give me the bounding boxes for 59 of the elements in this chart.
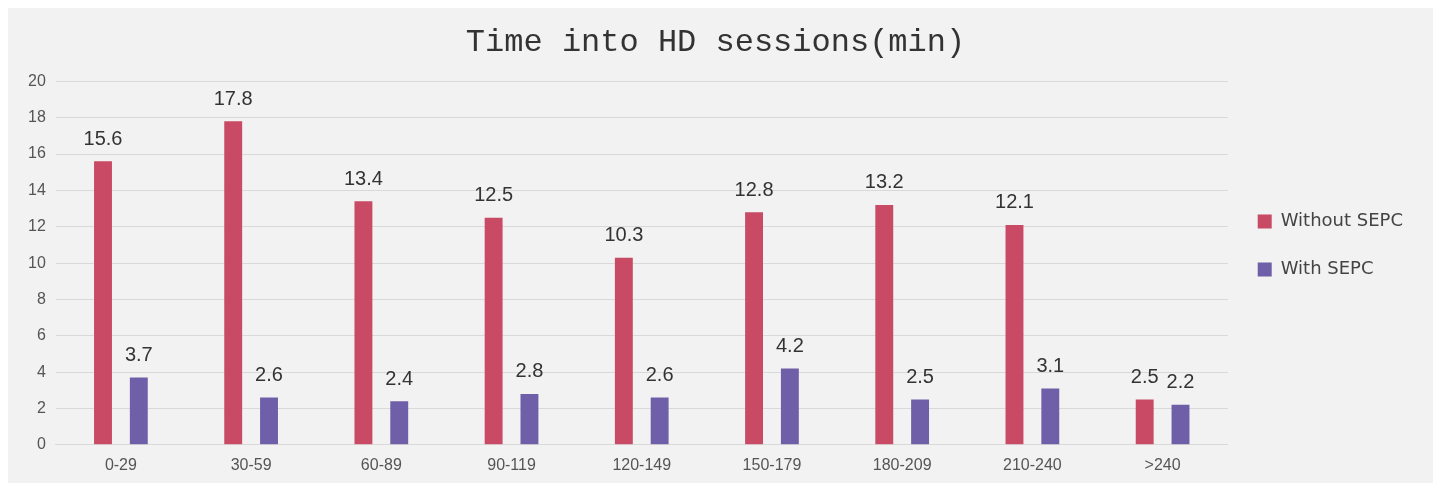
bar [520,393,539,445]
bar [1005,224,1024,445]
data-label: 10.3 [604,223,644,246]
bar [780,368,799,445]
bar [129,377,148,445]
bar [875,204,894,445]
bar [354,201,373,445]
x-tick-label: 210-240 [1003,455,1062,473]
y-tick-label: 2 [36,398,46,416]
y-tick-label: 4 [36,362,46,380]
y-tick-label: 10 [28,253,46,271]
x-tick-label: 60-89 [360,455,402,473]
y-tick-label: 8 [36,289,46,307]
x-tick-label: 30-59 [230,455,272,473]
x-tick-label: 150-179 [742,455,802,473]
data-label: 3.1 [1036,353,1065,376]
chart-title: Time into HD sessions(min) [465,23,966,61]
x-tick-label: 180-209 [872,455,932,473]
bar [1171,404,1190,445]
data-label: 2.4 [385,366,414,389]
data-label: 17.8 [213,86,253,109]
bar [614,257,633,445]
bar [745,212,764,445]
y-tick-label: 20 [28,71,46,89]
data-label: 3.7 [124,343,153,366]
legend-label: Without SEPC [1280,209,1404,231]
bar [1135,399,1154,445]
bar [94,161,112,445]
bar [224,121,243,445]
y-tick-label: 0 [36,435,46,453]
y-tick-label: 16 [28,144,46,162]
bar [650,397,669,445]
bar [911,399,930,445]
x-tick-label: >240 [1144,455,1181,473]
x-tick-label: 120-149 [612,455,672,473]
bar [390,401,409,445]
data-label: 12.1 [995,190,1034,213]
data-label: 2.6 [255,363,283,386]
data-label: 2.5 [906,364,934,387]
y-tick-label: 6 [36,326,46,344]
legend-label: With SEPC [1280,257,1374,279]
data-label: 12.5 [474,183,514,206]
data-label: 13.2 [864,170,904,193]
data-label: 2.2 [1166,370,1195,393]
data-label: 2.5 [1130,364,1159,387]
y-tick-label: 18 [28,108,46,126]
data-label: 13.4 [343,166,383,189]
data-label: 2.8 [515,359,544,382]
y-tick-label: 14 [28,180,46,198]
data-label: 15.6 [83,126,123,149]
bar [1041,388,1060,445]
data-label: 4.2 [775,334,804,356]
data-label: 12.8 [734,177,774,200]
data-label: 2.6 [645,363,674,386]
x-tick-label: 90-119 [487,455,536,473]
bar [260,397,278,445]
x-tick-label: 0-29 [104,455,138,473]
bar [484,217,503,445]
y-tick-label: 12 [28,217,46,235]
